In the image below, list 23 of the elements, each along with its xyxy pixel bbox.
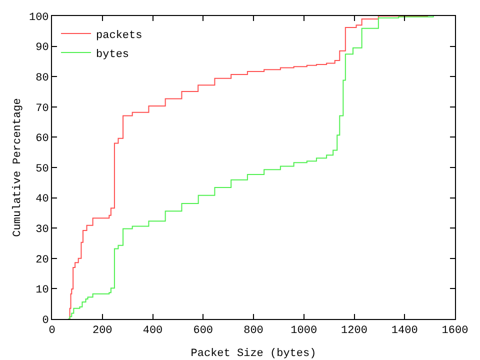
legend-label: packets — [96, 30, 142, 42]
x-tick-label: 600 — [193, 325, 214, 338]
y-tick-label: 90 — [36, 42, 49, 54]
y-tick-label: 0 — [42, 314, 49, 327]
y-tick-label: 60 — [36, 133, 49, 146]
x-tick-label: 200 — [92, 325, 112, 338]
x-tick-label: 1600 — [442, 325, 468, 338]
y-tick-label: 30 — [36, 224, 49, 236]
y-tick-label: 100 — [28, 12, 49, 24]
y-tick-label: 50 — [36, 163, 49, 176]
legend-label: bytes — [96, 48, 130, 61]
y-tick-label: 10 — [36, 284, 49, 297]
x-tick-label: 800 — [244, 325, 264, 338]
y-axis-title: Cumulative Percentage — [12, 98, 24, 237]
x-tick-label: 1200 — [341, 325, 368, 338]
x-tick-label: 400 — [142, 325, 163, 338]
x-axis-title: Packet Size (bytes) — [190, 348, 316, 360]
y-tick-label: 40 — [36, 194, 49, 206]
x-tick-label: 1400 — [391, 325, 418, 338]
y-tick-label: 70 — [36, 102, 49, 115]
y-tick-label: 80 — [36, 72, 49, 84]
y-tick-label: 20 — [36, 254, 49, 266]
x-tick-label: 1000 — [290, 325, 318, 338]
